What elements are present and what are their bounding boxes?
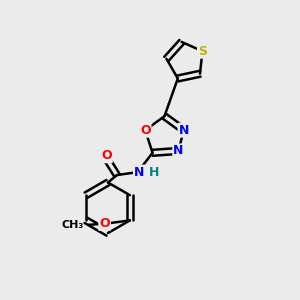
Text: N: N xyxy=(173,145,184,158)
Text: O: O xyxy=(101,149,112,162)
Text: N: N xyxy=(134,166,144,178)
Text: O: O xyxy=(140,124,151,137)
Text: CH₃: CH₃ xyxy=(61,220,84,230)
Text: S: S xyxy=(198,45,207,58)
Text: N: N xyxy=(178,124,189,137)
Text: H: H xyxy=(149,166,159,178)
Text: O: O xyxy=(99,217,110,230)
